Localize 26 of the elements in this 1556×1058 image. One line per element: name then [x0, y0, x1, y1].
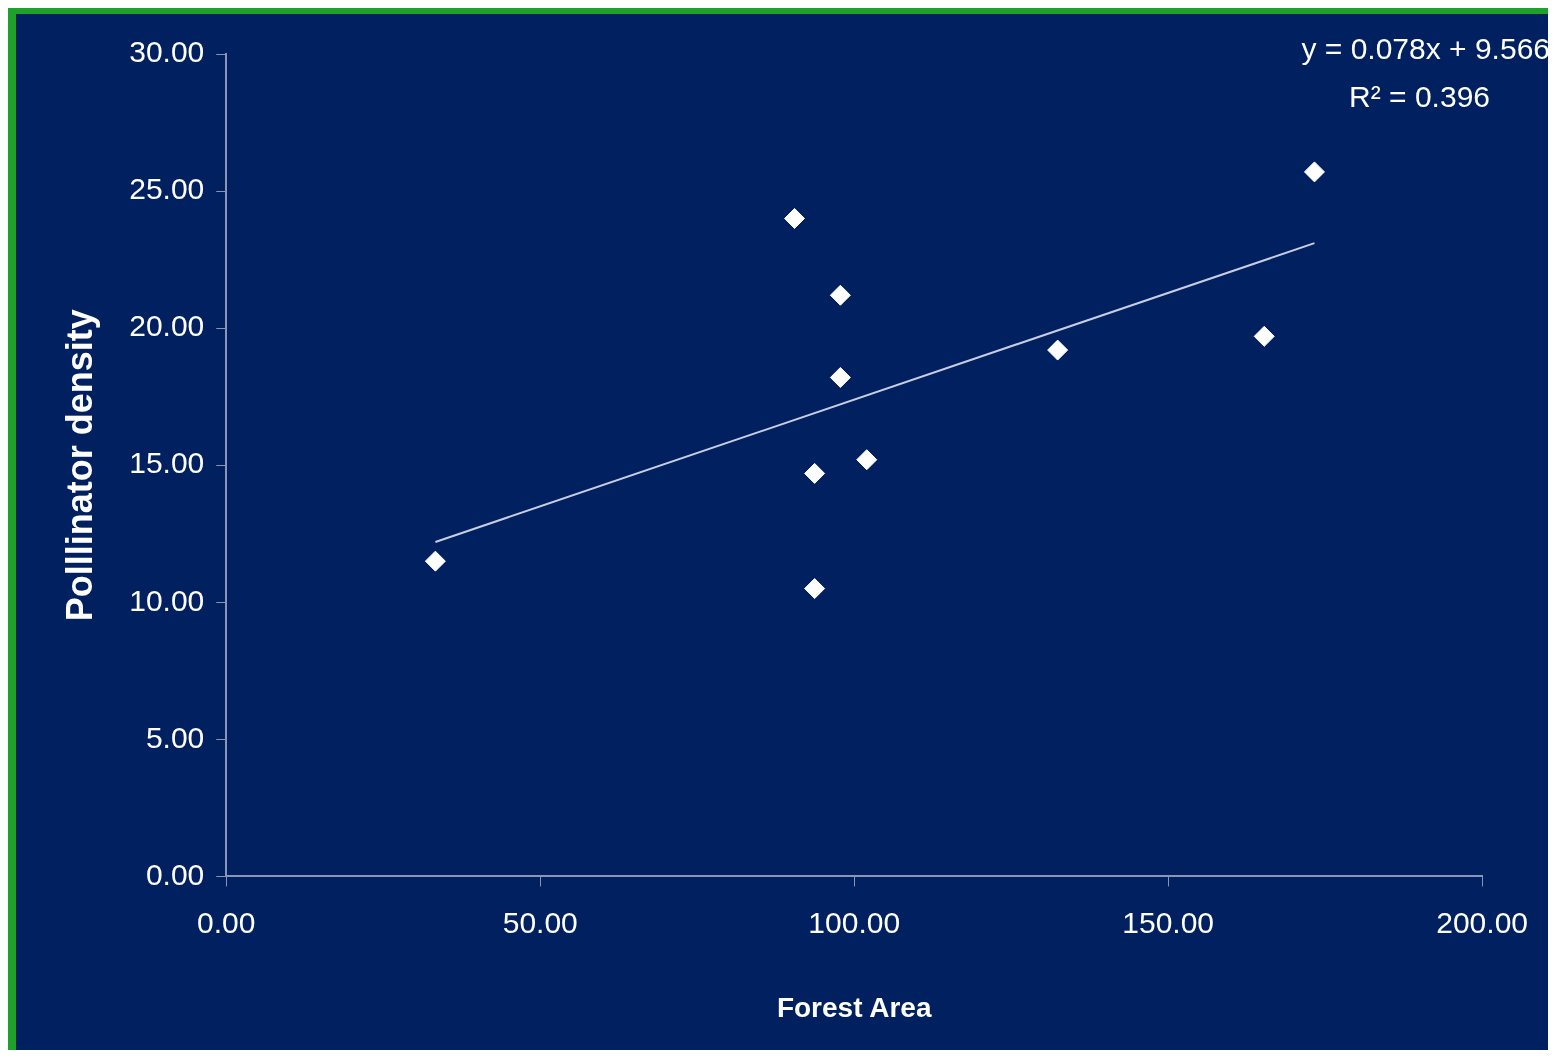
point — [804, 462, 826, 484]
x-axis-title: Forest Area — [776, 991, 932, 1023]
point — [1047, 339, 1069, 361]
point — [829, 366, 851, 388]
x-tick-label: 200.00 — [1436, 905, 1528, 939]
y-tick-label: 10.00 — [129, 583, 205, 617]
x-tick-label: 100.00 — [808, 905, 901, 939]
y-tick-label: 20.00 — [129, 309, 205, 343]
point — [1253, 325, 1275, 347]
point — [424, 550, 446, 572]
point — [804, 578, 826, 600]
x-tick-label: 50.00 — [502, 905, 578, 939]
annotation: R² = 0.396 — [1349, 80, 1490, 114]
y-tick-label: 0.00 — [145, 857, 205, 891]
point — [784, 207, 806, 229]
point — [1303, 161, 1325, 183]
y-tick-label: 5.00 — [145, 720, 205, 754]
point — [856, 449, 878, 471]
y-tick-label: 30.00 — [129, 35, 205, 69]
annotation: y = 0.078x + 9.566 — [1301, 32, 1550, 66]
y-axis-title: Polllinator density — [58, 309, 100, 622]
point — [829, 284, 851, 306]
x-tick-label: 150.00 — [1122, 905, 1215, 939]
x-tick-label: 0.00 — [197, 905, 256, 939]
y-tick-label: 25.00 — [129, 172, 205, 206]
y-tick-label: 15.00 — [129, 446, 205, 480]
